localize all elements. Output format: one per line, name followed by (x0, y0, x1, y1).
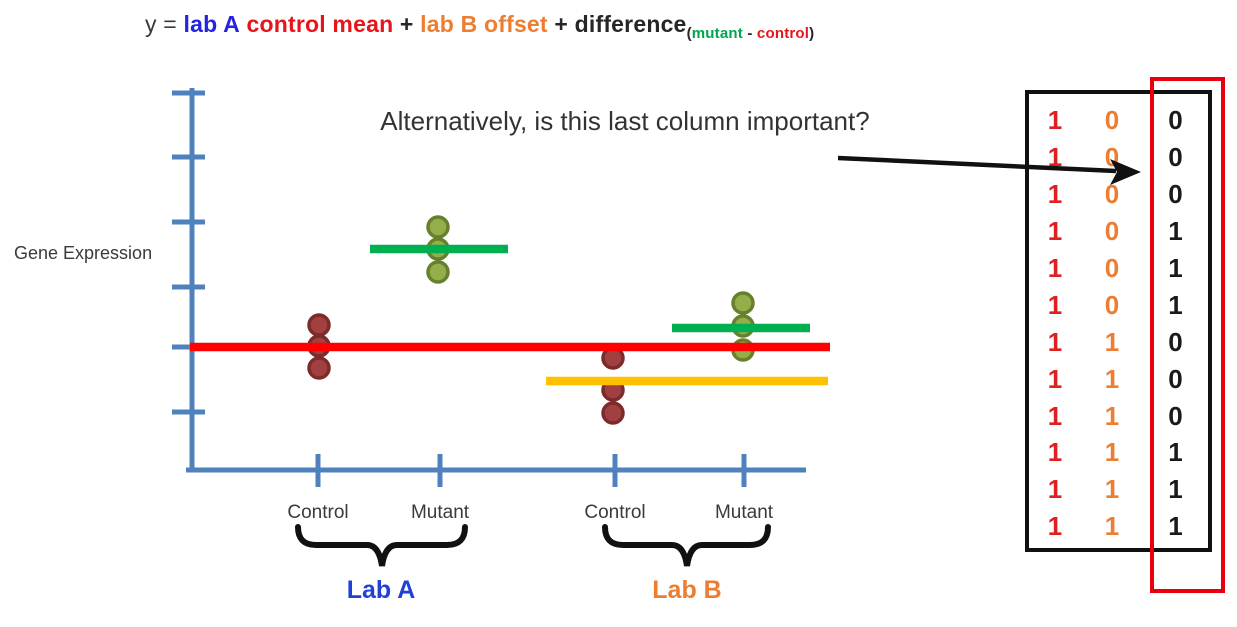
last-column-highlight-box (1150, 77, 1225, 593)
matrix-cell: 1 (1104, 437, 1120, 468)
xtick-label-lab-b-control: Control (584, 502, 646, 523)
matrix-cell: 1 (1168, 289, 1183, 320)
matrix-cell: 1 (1047, 363, 1063, 394)
lab-b-brace (602, 524, 771, 567)
y-axis-label: Gene Expression (14, 243, 153, 263)
lab-b-control-point (601, 346, 625, 370)
matrix-cell: 1 (1104, 474, 1120, 505)
matrix-cell: 1 (1047, 474, 1063, 505)
formula-lhs: y = (145, 11, 184, 37)
formula-sub-close: ) (809, 25, 815, 42)
matrix-cell: 1 (1104, 511, 1120, 542)
y-axis-ticks (172, 90, 205, 415)
formula-sub-open: ( (686, 25, 692, 42)
lab-a-control-point (307, 313, 331, 337)
matrix-cell: 1 (1047, 400, 1063, 431)
matrix-cell: 0 (1104, 179, 1120, 210)
matrix-cell: 0 (1104, 142, 1120, 173)
matrix-cell: 1 (1047, 253, 1063, 283)
annotation-text: Alternatively, is this last column impor… (380, 106, 870, 136)
design-matrix-grid: 1 0 0 1 0 0 1 0 0 1 0 1 1 0 1 1 0 1 1 1 0 1 1 0 1 1 0 1 1 1 1 1 1 1 1 1 (1029, 94, 1208, 545)
formula-lab-b-offset: lab B offset (420, 11, 548, 37)
formula-plus-2: + (554, 11, 569, 37)
formula-subscript: (mutant - control) (687, 25, 815, 42)
matrix-cell: 1 (1104, 400, 1120, 431)
matrix-cell: 1 (1047, 105, 1063, 136)
matrix-cell: 0 (1104, 289, 1120, 320)
lab-b-control-point (601, 401, 625, 425)
lab-a-control-point (307, 356, 331, 380)
matrix-cell: 0 (1104, 253, 1120, 283)
matrix-cell: 0 (1168, 363, 1183, 394)
design-matrix-box: 1 0 0 1 0 0 1 0 0 1 0 1 1 0 1 1 0 1 1 1 0 1 1 0 1 1 0 1 1 1 1 1 1 1 1 1 (1025, 90, 1212, 552)
lab-b-mutant-point (731, 291, 755, 315)
matrix-cell: 1 (1047, 179, 1063, 210)
group-label-lab-b: Lab B (652, 576, 722, 604)
x-axis-ticks (315, 454, 747, 487)
formula-sub-control: control (756, 25, 810, 42)
xtick-label-lab-a-control: Control (287, 502, 349, 523)
matrix-cell: 1 (1168, 253, 1183, 283)
matrix-cell: 1 (1104, 363, 1120, 394)
lab-a-brace (295, 524, 468, 567)
matrix-cell: 1 (1047, 216, 1063, 247)
matrix-cell: 1 (1047, 437, 1063, 468)
data-layer (190, 215, 830, 425)
lab-a-mutant-point (426, 260, 450, 284)
matrix-cell: 1 (1168, 474, 1183, 505)
lab-a-mutant-point (426, 215, 450, 239)
matrix-cell: 1 (1047, 511, 1063, 542)
matrix-cell: 0 (1168, 179, 1183, 210)
formula-control-mean: control mean (246, 11, 394, 37)
matrix-cell: 0 (1104, 105, 1120, 136)
formula-difference: difference (574, 11, 687, 37)
lab-b-control-point (601, 378, 625, 402)
matrix-cell: 0 (1168, 105, 1183, 136)
matrix-cell: 0 (1104, 216, 1120, 247)
matrix-cell: 0 (1168, 142, 1183, 173)
xtick-label-lab-a-mutant: Mutant (410, 502, 470, 523)
formula-plus-1: + (399, 11, 414, 37)
lab-a-control-point (307, 334, 331, 358)
matrix-cell: 0 (1168, 400, 1183, 431)
matrix-cell: 1 (1047, 326, 1063, 357)
lab-b-mutant-point (731, 338, 755, 362)
matrix-cell: 1 (1168, 437, 1183, 468)
formula-sub-dash: - (747, 25, 753, 42)
formula-lab-a: lab A (183, 11, 240, 37)
formula-sub-mutant: mutant (691, 25, 743, 42)
group-label-lab-a: Lab A (346, 576, 416, 604)
model-formula: y = lab A control mean + lab B offset + … (145, 11, 814, 42)
lab-a-mutant-point (426, 237, 450, 261)
matrix-cell: 1 (1104, 326, 1120, 357)
matrix-cell: 1 (1047, 142, 1063, 173)
matrix-cell: 1 (1168, 216, 1183, 247)
xtick-label-lab-b-mutant: Mutant (714, 502, 774, 523)
matrix-cell: 1 (1047, 289, 1063, 320)
lab-b-mutant-point (731, 314, 755, 338)
matrix-cell: 0 (1168, 326, 1183, 357)
matrix-cell: 1 (1168, 511, 1183, 542)
